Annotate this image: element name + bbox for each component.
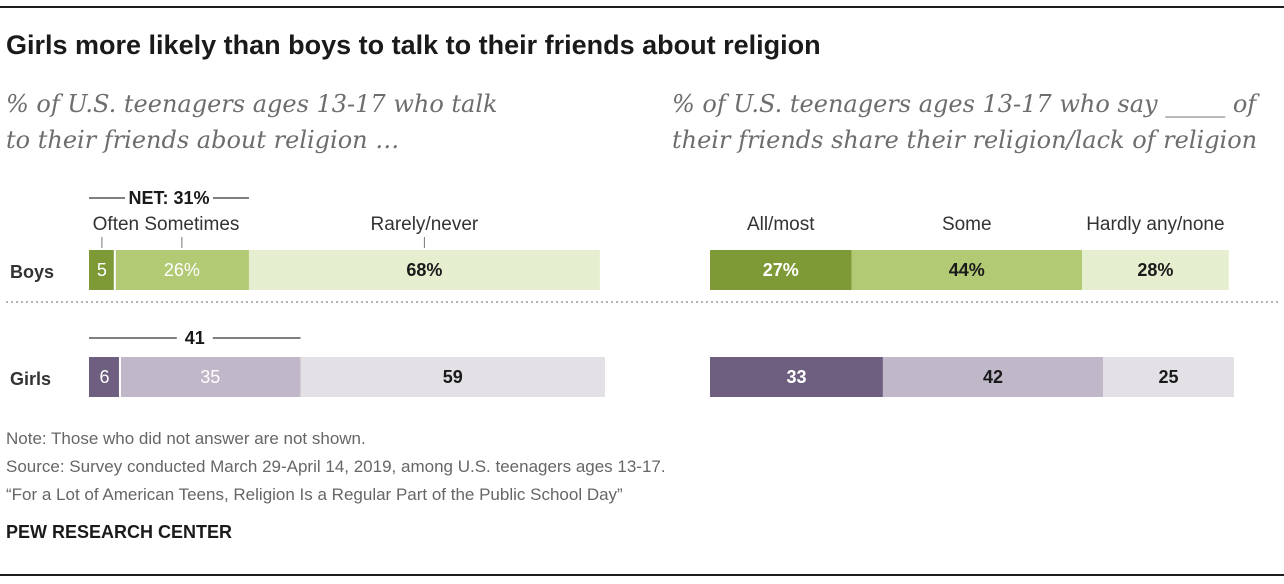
data-label-talk-girls-0: 6	[99, 367, 109, 387]
segment-header-friends-2: Hardly any/none	[1086, 214, 1224, 235]
right-subtitle: % of U.S. teenagers ages 13-17 who say _…	[672, 86, 1257, 158]
right-subtitle-line-1: % of U.S. teenagers ages 13-17 who say _…	[672, 90, 1257, 118]
data-label-talk-boys-2: 68%	[406, 260, 442, 280]
data-label-friends-girls-2: 25	[1158, 367, 1178, 387]
segment-header-friends-0: All/most	[747, 214, 815, 235]
bar-friends-boys-1	[851, 250, 1083, 290]
bar-talk-boys-2	[248, 250, 600, 290]
footer-source: Source: Survey conducted March 29-April …	[6, 457, 666, 476]
net-label-girls: 41	[185, 328, 205, 348]
segment-header-talk-1: Sometimes	[144, 214, 239, 235]
bar-talk-boys-1	[114, 250, 249, 290]
bar-friends-girls-0	[710, 357, 883, 397]
data-label-talk-boys-1: 26%	[164, 260, 200, 280]
bar-talk-girls-0	[89, 357, 120, 397]
bar-friends-girls-2	[1103, 357, 1234, 397]
bar-friends-girls-1	[882, 357, 1103, 397]
data-label-talk-girls-2: 59	[443, 367, 463, 387]
data-label-friends-boys-0: 27%	[763, 260, 799, 280]
bar-talk-girls-2	[300, 357, 605, 397]
data-label-friends-girls-1: 42	[983, 367, 1003, 387]
bottom-rule	[0, 574, 1284, 576]
segment-header-talk-2: Rarely/never	[371, 214, 479, 235]
segment-header-friends-1: Some	[942, 214, 992, 235]
net-label-boys: NET: 31%	[128, 188, 209, 208]
bar-talk-girls-1	[119, 357, 301, 397]
row-label-boys: Boys	[10, 262, 54, 282]
top-rule	[0, 6, 1284, 8]
right-subtitle-line-2: their friends share their religion/lack …	[672, 126, 1258, 154]
data-label-friends-boys-2: 28%	[1137, 260, 1173, 280]
bar-friends-boys-0	[710, 250, 852, 290]
data-label-talk-boys-0: 5	[97, 260, 107, 280]
chart-title: Girls more likely than boys to talk to t…	[6, 30, 821, 60]
brand-label: PEW RESEARCH CENTER	[6, 522, 233, 542]
footer-report: “For a Lot of American Teens, Religion I…	[6, 485, 623, 504]
left-subtitle-line-1: % of U.S. teenagers ages 13-17 who talk	[6, 90, 498, 118]
bar-talk-boys-0	[89, 250, 115, 290]
data-label-friends-boys-1: 44%	[949, 260, 985, 280]
data-label-talk-girls-1: 35	[200, 367, 220, 387]
bar-friends-boys-2	[1082, 250, 1229, 290]
left-subtitle: % of U.S. teenagers ages 13-17 who talk …	[6, 86, 498, 158]
left-subtitle-line-2: to their friends about religion …	[6, 126, 400, 154]
data-label-friends-girls-0: 33	[786, 367, 806, 387]
row-label-girls: Girls	[10, 369, 51, 389]
segment-header-talk-0: Often	[93, 214, 139, 235]
footer-note: Note: Those who did not answer are not s…	[6, 429, 366, 448]
